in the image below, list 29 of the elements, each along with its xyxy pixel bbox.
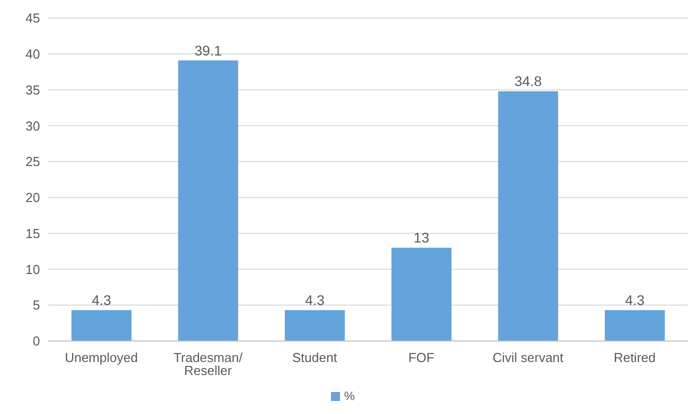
- data-label: 34.8: [514, 73, 542, 90]
- x-tick-label: Student: [292, 350, 338, 366]
- data-label: 4.3: [625, 292, 645, 308]
- bar: [604, 310, 665, 341]
- x-tick-label: Unemployed: [64, 350, 138, 366]
- y-tick-label: 20: [26, 190, 40, 206]
- bar: [498, 91, 558, 341]
- data-label: 4.3: [305, 292, 325, 308]
- bar: [284, 310, 345, 341]
- y-tick-label: 35: [26, 82, 40, 98]
- y-tick-label: 5: [32, 298, 40, 313]
- data-label: 39.1: [194, 42, 222, 58]
- x-tick-label: FOF: [408, 350, 434, 366]
- data-label: 4.3: [92, 292, 112, 308]
- y-tick-label: 0: [32, 334, 40, 349]
- x-tick-label: Civil servant: [492, 350, 564, 366]
- bar: [71, 310, 132, 341]
- y-tick-label: 40: [26, 46, 40, 62]
- bar: [391, 248, 452, 341]
- legend-label: %: [344, 389, 355, 403]
- y-tick-label: 10: [26, 262, 40, 277]
- data-label: 13: [414, 230, 430, 246]
- y-tick-label: 25: [26, 154, 40, 170]
- bar: [178, 60, 238, 341]
- y-tick-label: 15: [26, 226, 40, 241]
- y-tick-label: 45: [26, 10, 40, 26]
- x-tick-label: Retired: [614, 350, 656, 366]
- x-tick-label: Tradesman/ Reseller: [174, 350, 243, 378]
- y-tick-label: 30: [26, 118, 40, 134]
